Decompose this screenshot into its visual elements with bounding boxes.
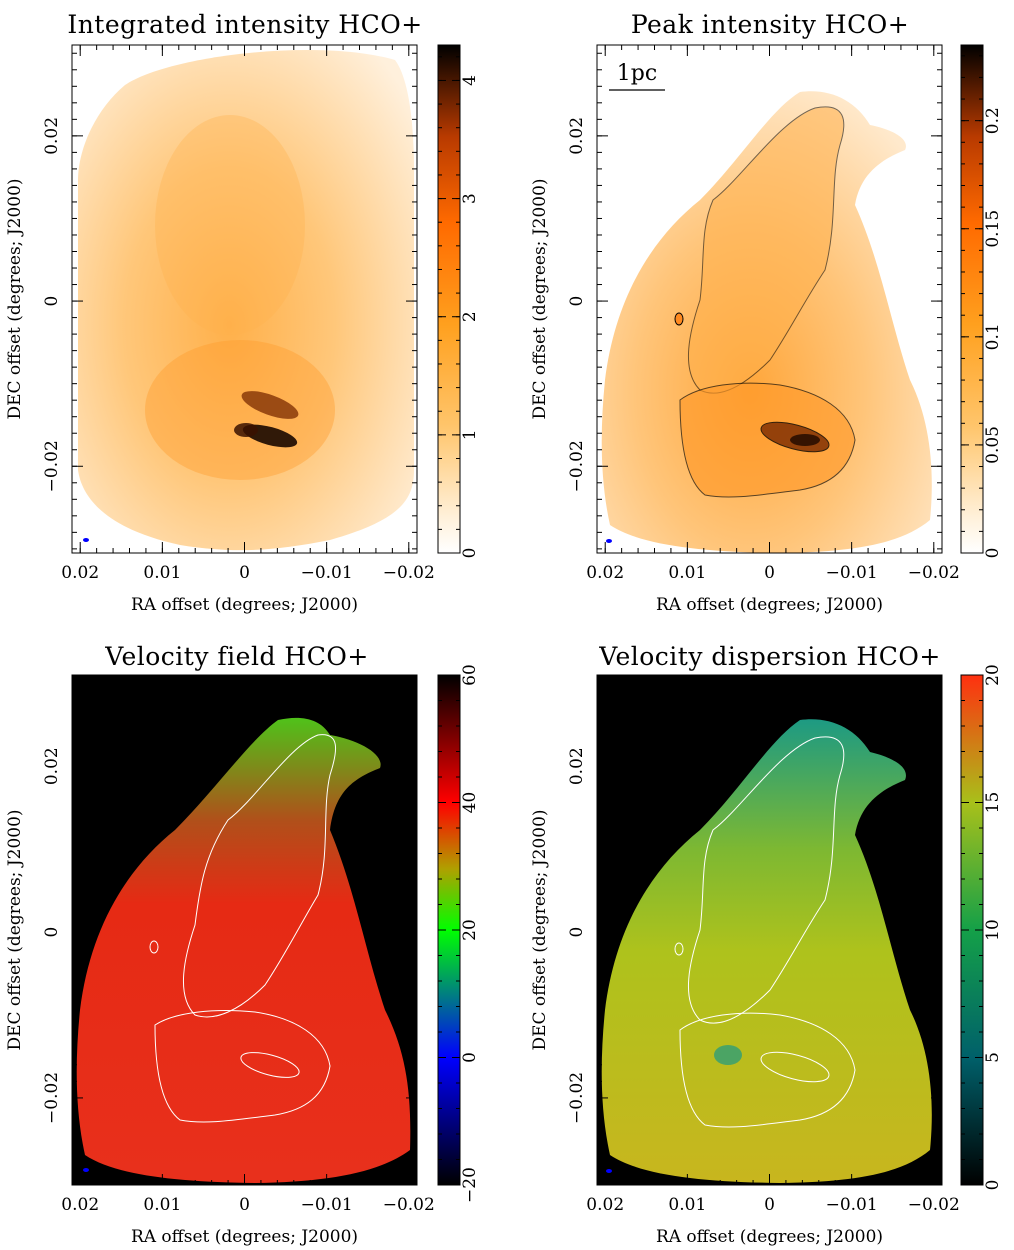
panel-title: Integrated intensity HCO+ [67, 10, 422, 39]
y-axis-label: DEC offset (degrees; J2000) [5, 178, 25, 419]
axes: 0.02 0.01 0 −0.01 −0.02 −0.02 0 0.02 RA offset (… [5, 45, 435, 615]
colorbar: −20 0 20 40 60 [437, 664, 480, 1203]
colorbar-tick-label: 4 [460, 75, 480, 86]
colorbar-tick-label: 20 [983, 664, 1003, 686]
axes: 0.02 0.01 0 −0.01 −0.02 −0.02 0 0.02 RA offset (… [530, 45, 960, 615]
colorbar-tick-label: 1 [460, 429, 480, 440]
panel-title: Peak intensity HCO+ [631, 10, 909, 39]
colorbar: 0 0.05 0.1 0.15 0.2 [960, 44, 1003, 559]
panel-velocity-field: Velocity field HCO+ 0.02 0.01 0 −0.01 −0.02−… [5, 642, 480, 1247]
map-image [72, 675, 417, 1185]
panel-title: Velocity field HCO+ [104, 642, 369, 671]
axes: 0.02 0.01 0 −0.01 −0.02 −0.02 0 0.02 RA offset (… [5, 675, 435, 1247]
x-tick-label: 0 [764, 563, 775, 583]
x-tick-label: −0.01 [301, 1195, 353, 1215]
x-tick-label: −0.01 [301, 563, 353, 583]
y-axis-label: DEC offset (degrees; J2000) [5, 809, 25, 1050]
colorbar-tick-label: 15 [983, 792, 1003, 814]
colorbar-tick-label: 0.05 [983, 426, 1003, 464]
colorbar-tick-label: 40 [460, 792, 480, 814]
x-axis-label: RA offset (degrees; J2000) [656, 595, 883, 615]
colorbar-tick-label: 2 [460, 311, 480, 322]
map-image [601, 91, 932, 554]
x-tick-label: 0.01 [668, 563, 706, 583]
colorbar-tick-label: 0 [983, 548, 1003, 559]
y-tick-label: 0 [42, 927, 62, 938]
x-tick-label: −0.02 [383, 563, 435, 583]
x-axis-label: RA offset (degrees; J2000) [656, 1227, 883, 1247]
x-axis-label: RA offset (degrees; J2000) [131, 595, 358, 615]
beam-marker [606, 539, 612, 543]
y-tick-label: −0.02 [42, 1072, 62, 1124]
colorbar: 0 1 2 3 4 [437, 44, 480, 559]
x-tick-label: 0 [764, 1195, 775, 1215]
y-tick-label: −0.02 [567, 1072, 587, 1124]
x-tick-label: −0.02 [908, 1195, 960, 1215]
colorbar-tick-label: 3 [460, 193, 480, 204]
x-tick-label: 0.02 [61, 563, 99, 583]
panel-integrated-intensity: Integrated intensity HCO+ 0.02 0.01 0 −0.01… [5, 10, 480, 615]
y-tick-label: 0 [567, 927, 587, 938]
map-image [597, 675, 942, 1185]
svg-text:1pc: 1pc [617, 61, 657, 86]
colorbar: 0 5 10 15 20 [960, 664, 1003, 1191]
colorbar-tick-label: 0 [460, 1052, 480, 1063]
colorbar-tick-label: 5 [983, 1052, 1003, 1063]
beam-marker [83, 538, 89, 542]
colorbar-tick-label: 0 [983, 1180, 1003, 1191]
axes: 0.02 0.01 0 −0.01 −0.02 −0.02 0 0.02 RA offset (… [530, 675, 960, 1247]
colorbar-tick-label: 0.15 [983, 210, 1003, 248]
x-tick-label: −0.02 [908, 563, 960, 583]
y-tick-label: 0.02 [567, 117, 587, 155]
x-tick-label: −0.01 [826, 1195, 878, 1215]
y-tick-label: 0.02 [42, 747, 62, 785]
colorbar-tick-label: 0 [460, 548, 480, 559]
colorbar-tick-label: 0.2 [983, 107, 1003, 134]
x-tick-label: −0.01 [826, 563, 878, 583]
x-tick-label: 0 [239, 563, 250, 583]
y-axis-label: DEC offset (degrees; J2000) [530, 178, 550, 419]
y-tick-label: −0.02 [567, 440, 587, 492]
scale-bar: 1pc [609, 61, 665, 91]
beam-marker [606, 1169, 612, 1173]
y-tick-label: 0 [567, 296, 587, 307]
colorbar-tick-label: −20 [460, 1167, 480, 1203]
x-tick-label: 0.01 [668, 1195, 706, 1215]
y-axis-label: DEC offset (degrees; J2000) [530, 809, 550, 1050]
panel-peak-intensity: Peak intensity HCO+ 1pc 0.02 0.01 0 −0.01 −0… [530, 10, 1003, 615]
panel-title: Velocity dispersion HCO+ [598, 642, 941, 671]
x-tick-label: 0 [239, 1195, 250, 1215]
x-tick-label: 0.02 [586, 563, 624, 583]
beam-marker [83, 1168, 89, 1172]
colorbar-tick-label: 10 [983, 919, 1003, 941]
x-tick-label: −0.02 [383, 1195, 435, 1215]
panel-velocity-dispersion: Velocity dispersion HCO+ 0.02 0.01 0 −0.01 −… [530, 642, 1003, 1247]
map-image [78, 50, 414, 551]
colorbar-tick-label: 60 [460, 664, 480, 686]
x-tick-label: 0.02 [61, 1195, 99, 1215]
y-tick-label: 0.02 [42, 117, 62, 155]
x-tick-label: 0.01 [143, 1195, 181, 1215]
y-tick-label: 0 [42, 296, 62, 307]
y-tick-label: 0.02 [567, 747, 587, 785]
x-axis-label: RA offset (degrees; J2000) [131, 1227, 358, 1247]
x-tick-label: 0.01 [143, 563, 181, 583]
colorbar-tick-label: 20 [460, 919, 480, 941]
colorbar-tick-label: 0.1 [983, 323, 1003, 350]
y-tick-label: −0.02 [42, 440, 62, 492]
x-tick-label: 0.02 [586, 1195, 624, 1215]
